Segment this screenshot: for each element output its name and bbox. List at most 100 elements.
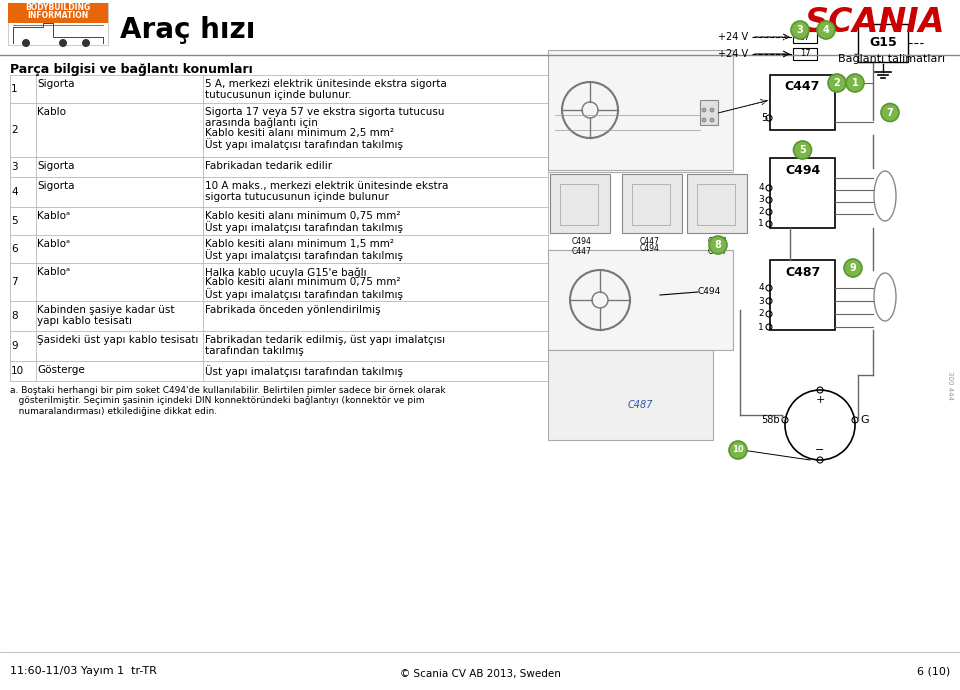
Text: 9: 9 — [850, 263, 856, 273]
Circle shape — [59, 39, 67, 47]
Circle shape — [817, 21, 835, 39]
Text: Üst yapı imalatçısı tarafından takılmış: Üst yapı imalatçısı tarafından takılmış — [205, 139, 403, 150]
Text: 10: 10 — [732, 446, 744, 455]
Text: 57: 57 — [800, 32, 810, 41]
Bar — [793, 48, 817, 60]
Text: 3: 3 — [11, 162, 17, 172]
Circle shape — [702, 108, 706, 112]
Text: tarafından takılmış: tarafından takılmış — [205, 346, 303, 355]
Text: Şasideki üst yapı kablo tesisatı: Şasideki üst yapı kablo tesisatı — [37, 335, 199, 345]
Bar — [687, 174, 747, 233]
Text: Üst yapı imalatçısı tarafından takılmış: Üst yapı imalatçısı tarafından takılmış — [205, 250, 403, 262]
Text: G15: G15 — [869, 37, 897, 50]
Text: 1: 1 — [11, 84, 17, 94]
Bar — [697, 184, 735, 225]
Text: 2: 2 — [758, 208, 764, 217]
Text: 10: 10 — [11, 366, 24, 376]
Bar — [548, 350, 713, 440]
Bar — [550, 174, 610, 233]
Text: 1: 1 — [852, 78, 858, 88]
Text: Fabrikadan tedarik edilir: Fabrikadan tedarik edilir — [205, 161, 332, 171]
Text: 10 A maks., merkezi elektrik ünitesinde ekstra: 10 A maks., merkezi elektrik ünitesinde … — [205, 181, 448, 191]
Text: Halka kablo ucuyla G15'e bağlı: Halka kablo ucuyla G15'e bağlı — [205, 267, 367, 277]
Circle shape — [729, 441, 747, 459]
Text: 7: 7 — [11, 277, 17, 287]
Text: INFORMATION: INFORMATION — [28, 10, 88, 19]
Text: Fabrikada önceden yönlendirilmiş: Fabrikada önceden yönlendirilmiş — [205, 305, 380, 315]
Text: 8: 8 — [714, 240, 721, 250]
Text: G: G — [860, 415, 869, 425]
Text: Sigorta: Sigorta — [37, 181, 75, 191]
Text: Parça bilgisi ve bağlantı konumları: Parça bilgisi ve bağlantı konumları — [10, 63, 252, 76]
Text: 3: 3 — [758, 195, 764, 204]
Bar — [770, 75, 835, 130]
Circle shape — [846, 74, 864, 92]
Text: yapı kablo tesisatı: yapı kablo tesisatı — [37, 315, 132, 326]
Text: SCANIA: SCANIA — [804, 6, 945, 39]
Text: C487: C487 — [785, 266, 820, 279]
Text: 3: 3 — [797, 25, 804, 35]
Text: 9: 9 — [11, 341, 17, 351]
Text: Kabloᵃ: Kabloᵃ — [37, 211, 70, 221]
Text: 5: 5 — [11, 216, 17, 226]
Text: Kablo kesiti alanı minimum 0,75 mm²: Kablo kesiti alanı minimum 0,75 mm² — [205, 277, 400, 288]
Text: Kablo kesiti alanı minimum 1,5 mm²: Kablo kesiti alanı minimum 1,5 mm² — [205, 239, 394, 249]
Text: arasında bağlantı için: arasında bağlantı için — [205, 117, 318, 128]
Text: 58b: 58b — [761, 415, 780, 425]
Text: Sigorta 17 veya 57 ve ekstra sigorta tutucusu: Sigorta 17 veya 57 ve ekstra sigorta tut… — [205, 107, 444, 117]
Text: Kabinden şasiye kadar üst: Kabinden şasiye kadar üst — [37, 305, 175, 315]
Text: C447: C447 — [785, 81, 820, 94]
Bar — [548, 250, 733, 350]
Text: Üst yapı imalatçısı tarafından takılmış: Üst yapı imalatçısı tarafından takılmış — [205, 365, 403, 377]
Text: Gösterge: Gösterge — [37, 365, 84, 375]
Text: Üst yapı imalatçısı tarafından takılmış: Üst yapı imalatçısı tarafından takılmış — [205, 288, 403, 300]
Text: C487: C487 — [627, 400, 653, 410]
Text: sigorta tutucusunun içinde bulunur: sigorta tutucusunun içinde bulunur — [205, 192, 389, 201]
Text: 4: 4 — [823, 25, 829, 35]
Text: 1: 1 — [758, 322, 764, 331]
Bar — [560, 184, 598, 225]
Text: tutucusunun içinde bulunur.: tutucusunun içinde bulunur. — [205, 90, 351, 99]
Text: a. Boştaki herhangi bir pim soket C494'de kullanılabilir. Belirtilen pimler sade: a. Boştaki herhangi bir pim soket C494'd… — [10, 386, 445, 416]
Text: C494: C494 — [785, 164, 820, 177]
Bar — [622, 174, 682, 233]
Bar — [700, 100, 718, 125]
Text: Kablo: Kablo — [37, 107, 66, 117]
Text: Kablo kesiti alanı minimum 0,75 mm²: Kablo kesiti alanı minimum 0,75 mm² — [205, 211, 400, 221]
Circle shape — [881, 104, 899, 121]
Text: −: − — [815, 445, 825, 455]
Text: 8: 8 — [11, 311, 17, 321]
Text: C494: C494 — [698, 288, 721, 297]
Circle shape — [709, 236, 727, 254]
Bar — [8, 3, 108, 23]
Text: +: + — [815, 395, 825, 405]
Bar — [770, 260, 835, 330]
Circle shape — [710, 118, 714, 122]
Text: 4: 4 — [758, 284, 764, 293]
Text: 5 A, merkezi elektrik ünitesinde ekstra sigorta: 5 A, merkezi elektrik ünitesinde ekstra … — [205, 79, 446, 89]
Text: 4: 4 — [11, 187, 17, 197]
Text: 2: 2 — [758, 310, 764, 319]
Circle shape — [794, 141, 811, 159]
Text: Kabloᵃ: Kabloᵃ — [37, 239, 70, 249]
Circle shape — [82, 39, 90, 47]
Text: +24 V: +24 V — [718, 32, 748, 42]
Text: Kabloᵃ: Kabloᵃ — [37, 267, 70, 277]
Circle shape — [702, 118, 706, 122]
Text: 7: 7 — [887, 108, 894, 117]
Text: Sigorta: Sigorta — [37, 161, 75, 171]
Text: 17: 17 — [800, 50, 810, 59]
Circle shape — [791, 21, 809, 39]
Text: C494
C447: C494 C447 — [572, 237, 592, 257]
Text: © Scania CV AB 2013, Sweden: © Scania CV AB 2013, Sweden — [399, 669, 561, 679]
Text: Araç hızı: Araç hızı — [120, 16, 255, 44]
Text: Fabrikadan tedarik edilmiş, üst yapı imalatçısı: Fabrikadan tedarik edilmiş, üst yapı ima… — [205, 335, 445, 345]
Text: 3: 3 — [758, 297, 764, 306]
Text: C494: C494 — [640, 244, 660, 253]
Text: C494
C447: C494 C447 — [708, 237, 728, 257]
Circle shape — [710, 108, 714, 112]
Text: 1: 1 — [758, 219, 764, 228]
Text: 11:60-11/03 Yayım 1  tr-TR: 11:60-11/03 Yayım 1 tr-TR — [10, 666, 156, 676]
Text: 2: 2 — [833, 78, 840, 88]
Text: 5: 5 — [760, 113, 767, 123]
